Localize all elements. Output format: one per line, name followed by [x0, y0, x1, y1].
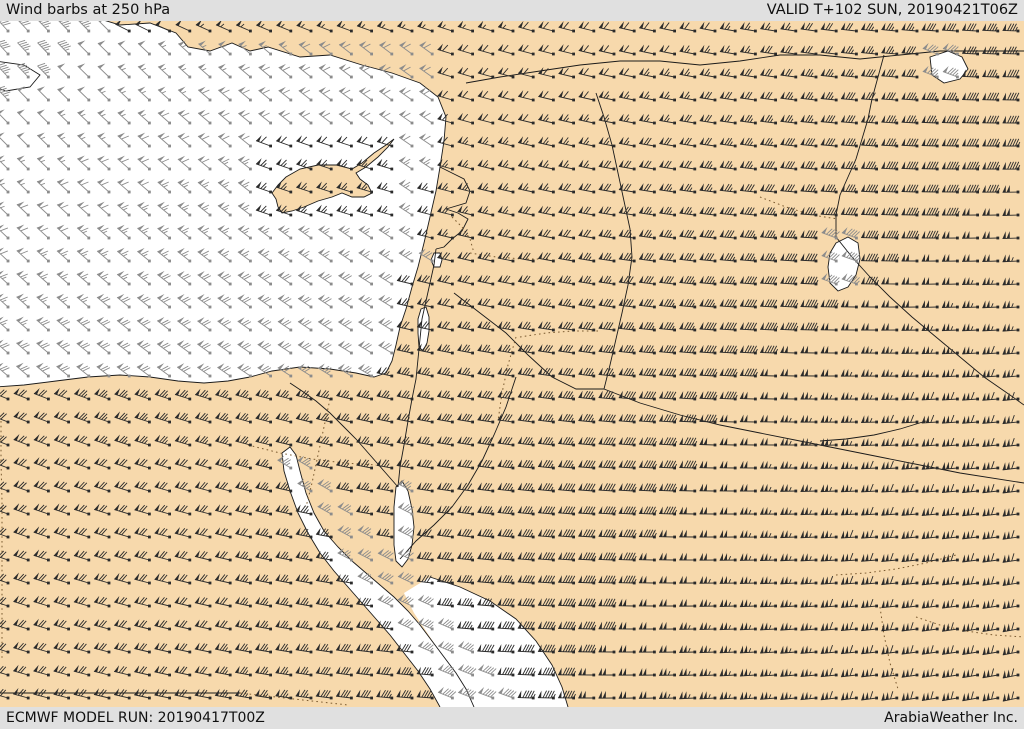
model-run-label: ECMWF MODEL RUN: 20190417T00Z: [6, 710, 265, 726]
provider-credit: ArabiaWeather Inc.: [884, 710, 1018, 726]
mediterranean-sea: [0, 21, 446, 387]
page-title: Wind barbs at 250 hPa: [6, 2, 171, 18]
header-bar: Wind barbs at 250 hPa VALID T+102 SUN, 2…: [0, 0, 1024, 21]
map-canvas[interactable]: [0, 21, 1024, 707]
valid-time-label: VALID T+102 SUN, 20190421T06Z: [766, 2, 1018, 18]
map-geography-layer: [0, 21, 1024, 707]
footer-bar: ECMWF MODEL RUN: 20190417T00Z ArabiaWeat…: [0, 707, 1024, 729]
